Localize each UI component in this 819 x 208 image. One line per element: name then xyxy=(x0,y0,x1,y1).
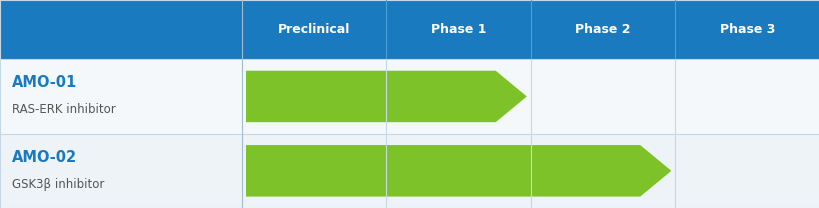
Text: Phase 1: Phase 1 xyxy=(431,23,486,36)
Text: Phase 2: Phase 2 xyxy=(575,23,630,36)
Text: Myotonic dystrophy: Myotonic dystrophy xyxy=(373,164,513,177)
Text: AMO-02: AMO-02 xyxy=(12,150,77,165)
Text: GSK3β inhibitor: GSK3β inhibitor xyxy=(12,178,105,191)
Bar xyxy=(0,0,819,59)
Bar xyxy=(0,59,819,134)
Text: RAS-ERK inhibitor: RAS-ERK inhibitor xyxy=(12,103,116,116)
Text: Phase 3: Phase 3 xyxy=(719,23,775,36)
Polygon shape xyxy=(246,71,526,122)
Text: Fragile X Syndrome: Fragile X Syndrome xyxy=(302,90,439,103)
Text: Preclinical: Preclinical xyxy=(278,23,350,36)
Polygon shape xyxy=(246,145,671,197)
Text: AMO-01: AMO-01 xyxy=(12,76,78,90)
Bar xyxy=(0,134,819,208)
